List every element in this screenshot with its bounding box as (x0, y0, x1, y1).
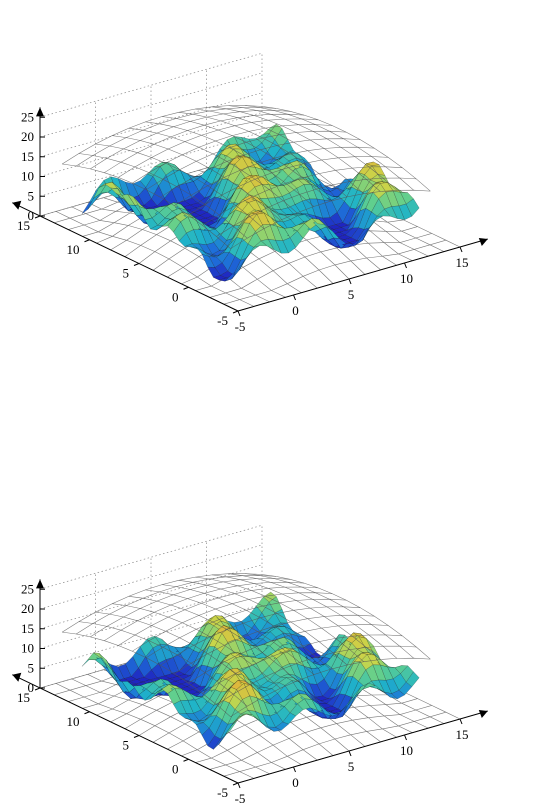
upper-mesh-line (261, 574, 431, 660)
grid-line (39, 584, 263, 649)
upper-mesh (62, 573, 431, 717)
y-tick-mark (84, 711, 90, 715)
y-tick-mark (133, 263, 140, 266)
y-tick-mark (232, 782, 239, 786)
surface-patch (405, 671, 420, 687)
upper-mesh-line (261, 106, 431, 192)
z-tick-label: 5 (28, 188, 35, 203)
z-tick-label: 10 (21, 641, 34, 656)
x-axis-line (237, 710, 488, 784)
surface (81, 591, 420, 750)
x-axis-arrow (478, 710, 488, 718)
y-tick-mark (183, 286, 189, 290)
x-axis-arrow (478, 238, 488, 246)
x-tick-mark (459, 718, 463, 725)
surface-patch (405, 198, 420, 217)
grid-line (39, 524, 263, 590)
grid-line (39, 92, 263, 158)
upper-mesh-line (62, 631, 231, 717)
y-tick-mark (34, 687, 41, 691)
surface-patch (369, 685, 384, 692)
surface-plot-top-canvas: 0 5 10 15 20 25 -5 0 5 10 15 -5 0 5 10 15 (12, 52, 488, 334)
x-tick-mark (237, 310, 241, 317)
y-tick-label: -5 (217, 785, 228, 800)
y-tick-label: 15 (17, 690, 30, 705)
x-tick-label: 10 (400, 743, 413, 758)
x-tick-mark (237, 782, 241, 789)
grid-line (39, 564, 263, 630)
y-tick-mark (84, 239, 90, 243)
z-tick-label: 25 (21, 581, 34, 596)
surface-patch (81, 659, 96, 667)
x-tick-mark (404, 262, 407, 269)
y-axis-line (12, 674, 239, 784)
x-tick-mark (293, 766, 296, 773)
axes: 0 5 10 15 20 25 -5 0 5 10 15 -5 0 5 10 15 (12, 107, 488, 334)
upper-mesh-line (90, 110, 291, 170)
x-tick-mark (348, 750, 352, 757)
x-tick-mark (293, 294, 296, 301)
y-tick-mark (183, 758, 189, 762)
surface-plot-bottom: 0 5 10 15 20 25 -5 0 5 10 15 -5 0 5 10 15 (0, 472, 534, 812)
x-tick-label: 15 (456, 727, 469, 742)
upper-mesh-line (245, 573, 414, 659)
y-axis-arrow (12, 672, 22, 682)
upper-mesh-line (90, 578, 291, 638)
y-tick-mark (232, 310, 239, 314)
upper-mesh-line (62, 573, 263, 633)
upper-mesh-line (62, 105, 263, 165)
upper-mesh-line (76, 107, 277, 167)
surface-plot-bottom-canvas: 0 5 10 15 20 25 -5 0 5 10 15 -5 0 5 10 15 (12, 524, 488, 806)
grid-line (39, 72, 263, 138)
grid-line (39, 544, 263, 610)
x-tick-label: 0 (292, 303, 299, 318)
z-tick-label: 20 (21, 601, 34, 616)
x-tick-label: -5 (235, 791, 246, 806)
y-tick-label: 15 (17, 218, 30, 233)
y-tick-label: 10 (67, 242, 80, 257)
y-tick-label: -5 (217, 313, 228, 328)
z-axis-arrow (36, 579, 44, 589)
z-tick-label: 15 (21, 149, 34, 164)
x-tick-mark (404, 734, 407, 741)
surface-plot-top: 0 5 10 15 20 25 -5 0 5 10 15 -5 0 5 10 15 (0, 0, 534, 340)
x-tick-label: 15 (456, 255, 469, 270)
upper-mesh-line (245, 105, 414, 191)
x-tick-label: 5 (348, 759, 355, 774)
z-tick-label: 0 (28, 208, 35, 223)
grid-line (39, 112, 263, 177)
y-tick-mark (34, 215, 41, 219)
z-axis-arrow (36, 107, 44, 117)
grid-line (39, 52, 263, 118)
x-tick-mark (459, 246, 463, 253)
axes: 0 5 10 15 20 25 -5 0 5 10 15 -5 0 5 10 15 (12, 579, 488, 806)
x-tick-label: 0 (292, 775, 299, 790)
y-tick-mark (133, 735, 140, 738)
y-tick-label: 0 (172, 289, 179, 304)
y-tick-label: 0 (172, 761, 179, 776)
upper-mesh (62, 105, 431, 249)
y-axis-arrow (12, 200, 22, 210)
z-tick-label: 15 (21, 621, 34, 636)
z-tick-label: 0 (28, 680, 35, 695)
x-tick-mark (348, 278, 352, 285)
grid-line (39, 603, 263, 669)
z-tick-label: 25 (21, 109, 34, 124)
z-tick-label: 20 (21, 129, 34, 144)
surface (81, 123, 420, 282)
x-tick-label: 10 (400, 271, 413, 286)
y-tick-label: 5 (123, 738, 130, 753)
z-tick-label: 5 (28, 660, 35, 675)
y-tick-label: 10 (67, 714, 80, 729)
z-tick-label: 10 (21, 169, 34, 184)
upper-mesh-line (76, 575, 277, 635)
x-tick-label: 5 (348, 287, 355, 302)
y-axis-line (12, 202, 239, 312)
y-tick-label: 5 (123, 266, 130, 281)
x-axis-line (237, 238, 488, 312)
x-tick-label: -5 (235, 319, 246, 334)
